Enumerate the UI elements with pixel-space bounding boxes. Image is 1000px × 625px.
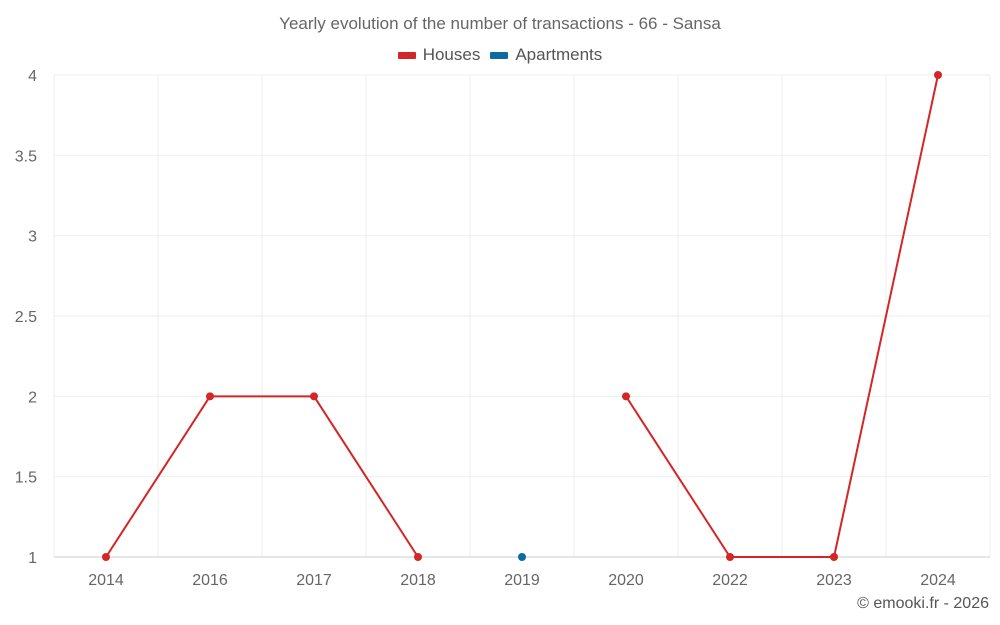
x-tick-label: 2018: [400, 572, 436, 589]
x-tick-label: 2016: [192, 572, 228, 589]
data-point-houses[interactable]: [934, 71, 942, 79]
series-lines: [105, 74, 939, 558]
data-point-houses[interactable]: [206, 392, 214, 401]
data-point-apartments[interactable]: [518, 553, 526, 561]
x-tick-label: 2023: [816, 572, 852, 589]
series-line-houses: [105, 395, 419, 558]
y-tick-label: 3.5: [15, 148, 37, 165]
y-tick-label: 1: [28, 550, 37, 567]
data-point-houses[interactable]: [102, 553, 110, 561]
y-tick-label: 1.5: [15, 470, 37, 487]
chart-title: Yearly evolution of the number of transa…: [279, 14, 721, 33]
x-tick-label: 2024: [920, 572, 956, 589]
y-tick-label: 2: [28, 389, 37, 406]
legend-swatch-apartments: [490, 51, 509, 59]
x-tick-label: 2014: [88, 572, 124, 589]
data-point-houses[interactable]: [622, 392, 630, 401]
data-point-houses[interactable]: [310, 392, 318, 401]
x-axis-ticks: 2014 2016 2017 2018 2019 2020 2022 2023 2024: [88, 572, 956, 589]
legend-label-houses: Houses: [422, 45, 481, 64]
y-tick-label: 4: [28, 68, 37, 85]
data-point-houses[interactable]: [414, 553, 422, 561]
legend-item-apartments[interactable]: Apartments: [490, 45, 602, 65]
data-point-houses[interactable]: [830, 553, 838, 561]
series-line-houses: [625, 74, 939, 558]
y-tick-label: 3: [28, 229, 37, 246]
legend: Houses Apartments: [0, 45, 1000, 65]
y-axis-ticks: 1 1.5 2 2.5 3 3.5 4: [15, 68, 37, 567]
x-tick-label: 2022: [712, 572, 748, 589]
legend-item-houses[interactable]: Houses: [397, 45, 481, 65]
series-points: [102, 71, 942, 561]
y-tick-label: 2.5: [15, 309, 37, 326]
x-tick-label: 2020: [608, 572, 644, 589]
credit-text: © emooki.fr - 2026: [857, 595, 989, 612]
legend-label-apartments: Apartments: [515, 45, 603, 64]
legend-swatch-houses: [397, 51, 416, 59]
x-tick-label: 2019: [504, 572, 540, 589]
data-point-houses[interactable]: [726, 553, 734, 561]
x-tick-label: 2017: [296, 572, 332, 589]
